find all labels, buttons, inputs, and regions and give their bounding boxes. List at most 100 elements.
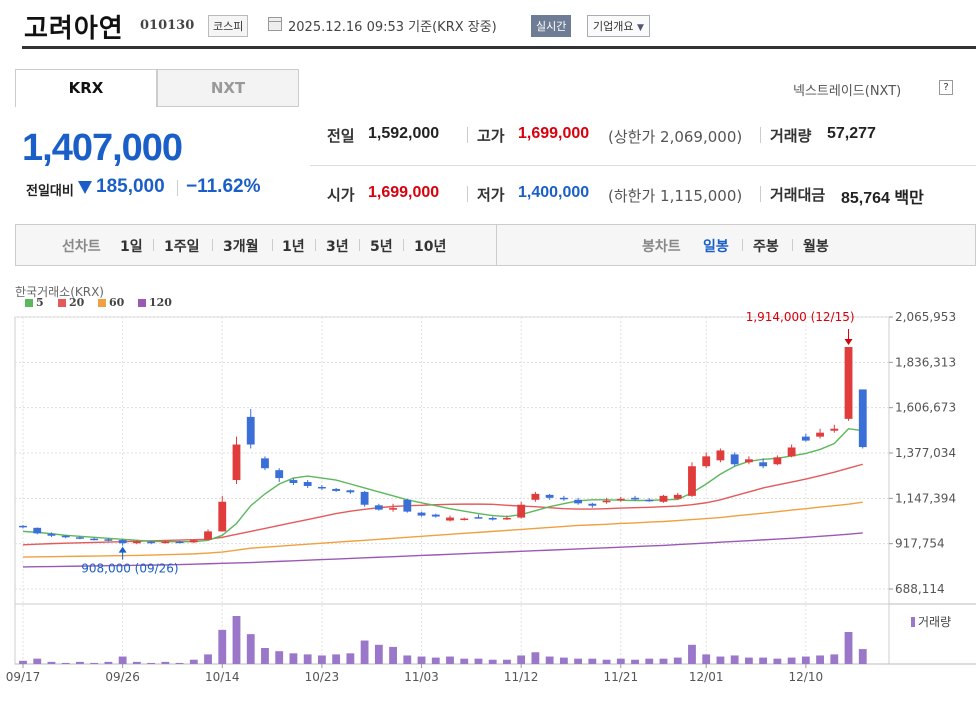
volume-bar xyxy=(773,658,782,664)
candle-body xyxy=(147,541,156,544)
period-10y[interactable]: 10년 xyxy=(414,239,447,255)
open-label: 시가 xyxy=(327,186,355,204)
candle-body xyxy=(801,436,810,441)
realtime-button[interactable]: 실시간 xyxy=(531,15,572,37)
market-badge: 코스피 xyxy=(208,15,249,37)
stock-code: 010130 xyxy=(140,18,195,33)
candle-daily[interactable]: 일봉 xyxy=(703,239,729,255)
volume-bar xyxy=(744,657,753,664)
header-divider xyxy=(22,46,976,49)
candle-body xyxy=(659,495,668,502)
candle-body xyxy=(616,498,625,501)
low-value: 1,400,000 xyxy=(518,184,590,201)
volume-label: 거래량 xyxy=(918,615,951,629)
prev-close-label: 전일 xyxy=(327,127,355,145)
period-1w[interactable]: 1주일 xyxy=(164,239,200,255)
lower-limit: (하한가 1,115,000) xyxy=(608,187,743,205)
volume-swatch xyxy=(911,617,915,627)
low-annotation: 908,000 (09/26) xyxy=(81,562,178,576)
candle-body xyxy=(574,499,583,504)
candle-body xyxy=(275,470,284,479)
period-5y[interactable]: 5년 xyxy=(370,239,393,255)
volume-bar xyxy=(232,616,241,664)
x-tick-label: 09/17 xyxy=(6,670,41,684)
candle-body xyxy=(417,512,426,516)
volume-bar xyxy=(275,651,284,664)
volume-bar xyxy=(446,656,454,664)
nxt-link[interactable]: 넥스트레이드(NXT) xyxy=(793,84,902,99)
volume-bar xyxy=(659,658,668,664)
help-icon[interactable]: ? xyxy=(939,80,953,95)
x-tick-label: 11/12 xyxy=(504,670,539,684)
volume-bar xyxy=(389,646,397,664)
candle-body xyxy=(33,527,42,534)
x-tick-label: 10/23 xyxy=(305,670,340,684)
line-chart-label: 선차트 xyxy=(62,239,101,255)
volume-bar xyxy=(303,654,312,664)
candle-body xyxy=(517,504,526,518)
volume-bar xyxy=(132,661,141,664)
company-overview-button[interactable]: 기업개요 ▼ xyxy=(587,15,650,37)
candle-weekly[interactable]: 주봉 xyxy=(753,239,779,255)
candle-body xyxy=(446,517,454,521)
volume-bar xyxy=(360,640,369,664)
change-separator xyxy=(177,180,178,196)
candle-body xyxy=(389,508,397,510)
change-value: 185,000 xyxy=(96,176,165,197)
volume-bar xyxy=(559,657,568,664)
candle-body xyxy=(161,541,170,544)
volume-value: 57,277 xyxy=(827,125,876,142)
candle-body xyxy=(816,432,824,437)
high-value: 1,699,000 xyxy=(518,125,590,142)
candle-body xyxy=(744,459,753,463)
legend-label: 20 xyxy=(69,296,85,309)
period-3m[interactable]: 3개월 xyxy=(223,239,259,255)
volume-bar xyxy=(460,658,469,664)
candle-body xyxy=(759,462,768,467)
volume-bar xyxy=(474,658,483,664)
y-tick-label: 1,147,394 xyxy=(895,491,956,505)
volume-bar xyxy=(631,659,639,664)
candle-body xyxy=(175,541,184,544)
tab-nxt[interactable]: NXT xyxy=(157,69,299,107)
y-tick-label: 2,065,953 xyxy=(895,310,956,324)
candle-body xyxy=(261,458,269,469)
candle-body xyxy=(545,494,554,498)
candle-body xyxy=(104,539,113,541)
x-tick-label: 11/21 xyxy=(604,670,639,684)
candle-monthly[interactable]: 월봉 xyxy=(803,239,829,255)
basis: 기준(KRX 장중) xyxy=(408,20,497,35)
candle-body xyxy=(189,540,198,543)
ma5-line xyxy=(22,427,863,543)
info-separator xyxy=(760,186,761,202)
upper-limit: (상한가 2,069,000) xyxy=(608,128,743,146)
period-1y[interactable]: 1년 xyxy=(282,239,305,255)
legend-label: 60 xyxy=(109,296,125,309)
tab-krx[interactable]: KRX xyxy=(15,69,157,107)
candle-body xyxy=(47,533,56,536)
candle-body xyxy=(403,499,412,512)
volume-bar xyxy=(19,660,27,664)
period-bar-divider xyxy=(496,224,497,266)
high-annotation-arrowhead xyxy=(844,338,853,345)
legend-item-ma5: 5 xyxy=(25,296,44,309)
volume-bar xyxy=(61,662,70,664)
volume-bar xyxy=(332,654,341,664)
ma60-line xyxy=(22,501,863,558)
legend-swatch xyxy=(98,299,106,307)
candle-body xyxy=(132,541,141,544)
ma120-line xyxy=(22,532,863,568)
candle-body xyxy=(289,480,298,484)
volume-bar xyxy=(531,652,540,664)
company-overview-label: 기업개요 xyxy=(593,20,634,33)
volume-bar xyxy=(161,661,170,664)
period-separator xyxy=(315,239,316,251)
period-3y[interactable]: 3년 xyxy=(326,239,349,255)
volume-bar xyxy=(673,657,682,664)
period-1d[interactable]: 1일 xyxy=(120,239,143,255)
candle-body xyxy=(460,518,469,521)
volume-bar xyxy=(118,656,127,664)
datetime: 2025.12.16 09:53 xyxy=(288,20,405,35)
volume-bar xyxy=(289,653,298,664)
